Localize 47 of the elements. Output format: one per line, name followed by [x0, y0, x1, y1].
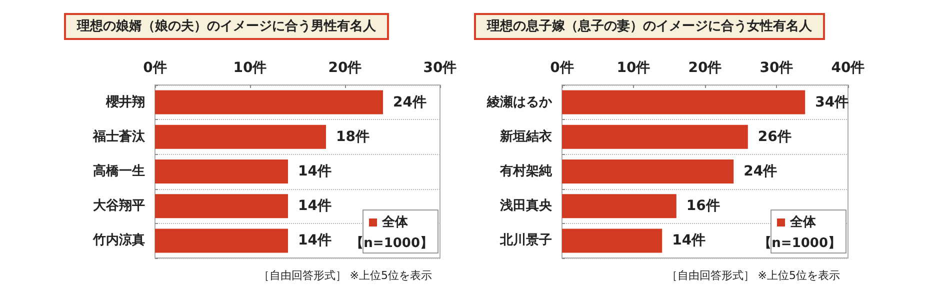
data-label: 14件 [298, 232, 332, 249]
data-label: 18件 [336, 128, 370, 145]
data-label: 14件 [298, 164, 332, 180]
bar [155, 90, 383, 114]
y-tick-label: 高橋一生 [93, 163, 145, 179]
y-tick-label: 櫻井翔 [105, 94, 145, 110]
bar [155, 124, 326, 149]
legend-label: 全体 [789, 215, 817, 230]
x-tick-label: 20件 [688, 60, 722, 76]
data-label: 26件 [758, 128, 792, 145]
data-label: 16件 [686, 198, 720, 214]
y-tick-label: 北川景子 [499, 233, 552, 248]
data-label: 14件 [298, 198, 332, 214]
bar [155, 194, 288, 218]
legend-label: 全体 [381, 215, 409, 230]
y-tick-label: 浅田真央 [499, 198, 553, 214]
y-tick-label: 新垣結衣 [499, 128, 553, 144]
x-tick-label: 0件 [550, 60, 574, 76]
y-tick-label: 有村架純 [499, 163, 553, 179]
y-tick-label: 大谷翔平 [93, 198, 145, 214]
x-tick-label: 10件 [233, 60, 267, 76]
bar [155, 228, 288, 253]
legend-title: 【n=1000】 [350, 235, 434, 251]
text: ［自由回答形式］ ※上位5位を表示 [666, 269, 840, 282]
data-label: 34件 [815, 94, 849, 110]
x-tick-label: 20件 [328, 60, 362, 76]
chart-title: 理想の息子嫁（息子の妻）のイメージに合う女性有名人 [486, 18, 813, 34]
x-tick-label: 40件 [831, 60, 865, 76]
x-tick-label: 0件 [143, 60, 167, 76]
bar [562, 160, 734, 184]
y-tick-label: 竹内涼真 [92, 232, 145, 248]
x-tick-label: 10件 [616, 60, 650, 76]
legend-title: 【n=1000】 [758, 235, 842, 251]
bar [562, 124, 748, 149]
y-tick-label: 福士蒼汰 [92, 128, 146, 144]
bar [562, 90, 806, 114]
data-label: 14件 [672, 232, 706, 249]
bar [562, 194, 676, 218]
bar [562, 228, 662, 253]
chart-title: 理想の娘婿（娘の夫）のイメージに合う男性有名人 [76, 18, 377, 34]
data-label: 24件 [744, 164, 778, 180]
bar [155, 160, 288, 184]
x-tick-label: 30件 [423, 60, 457, 76]
y-tick-label: 綾瀬はるか [486, 94, 553, 110]
x-tick-label: 30件 [760, 60, 794, 76]
data-label: 24件 [393, 94, 426, 110]
text: ［自由回答形式］ ※上位5位を表示 [258, 269, 432, 282]
